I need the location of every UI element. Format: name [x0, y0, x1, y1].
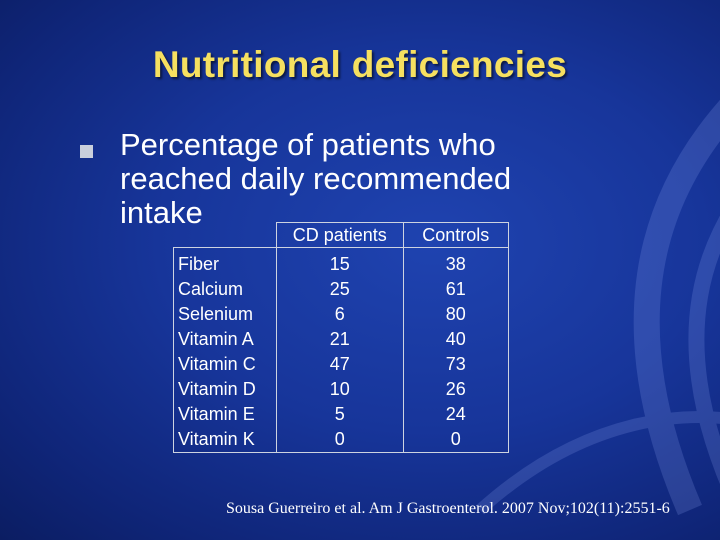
bullet-line: reached daily recommended — [120, 161, 512, 196]
table-cell: 5 — [334, 404, 345, 424]
nutrient-column: Fiber Calcium Selenium Vitamin A Vitamin… — [172, 247, 278, 453]
table-cell: 26 — [445, 379, 466, 399]
table-cell: 25 — [329, 279, 350, 299]
table-header-cell: Controls — [402, 222, 510, 248]
table-cell: Vitamin A — [178, 329, 254, 349]
table-cell: 0 — [334, 429, 345, 449]
bullet-text: Percentage of patients who reached daily… — [120, 128, 620, 230]
table-cell: Fiber — [178, 254, 220, 274]
table-cell: Vitamin K — [178, 429, 255, 449]
controls-column: 38 61 80 40 73 26 24 0 — [402, 247, 510, 453]
slide-title: Nutritional deficiencies — [152, 44, 568, 85]
table-header-cell — [173, 222, 277, 248]
table-cell: 6 — [334, 304, 345, 324]
table-cell: 21 — [329, 329, 350, 349]
nutrient-table: CD patients Controls Fiber Calcium Selen… — [172, 222, 510, 453]
table-cell: 0 — [450, 429, 461, 449]
background-swoosh-decoration — [475, 100, 720, 516]
table-cell: Selenium — [178, 304, 254, 324]
bullet-line: Percentage of patients who — [120, 127, 496, 162]
table-cell: 73 — [445, 354, 466, 374]
table-cell: 80 — [445, 304, 466, 324]
table-cell: 61 — [445, 279, 466, 299]
table-header-cell: CD patients — [276, 222, 404, 248]
table-cell: 38 — [445, 254, 466, 274]
table-cell: Vitamin E — [178, 404, 255, 424]
table-cell: Vitamin C — [178, 354, 256, 374]
table-cell: Calcium — [178, 279, 244, 299]
cd-patients-column: 15 25 6 21 47 10 5 0 — [276, 247, 404, 453]
table-cell: 24 — [445, 404, 466, 424]
bullet-square-icon — [80, 145, 93, 158]
citation-text: Sousa Guerreiro et al. Am J Gastroentero… — [226, 500, 670, 517]
table-cell: 40 — [445, 329, 466, 349]
table-cell: 47 — [329, 354, 350, 374]
table-header-row: CD patients Controls — [173, 222, 510, 248]
table-body-row: Fiber Calcium Selenium Vitamin A Vitamin… — [172, 247, 510, 453]
table-cell: Vitamin D — [178, 379, 256, 399]
table-cell: 10 — [329, 379, 350, 399]
table-cell: 15 — [329, 254, 350, 274]
